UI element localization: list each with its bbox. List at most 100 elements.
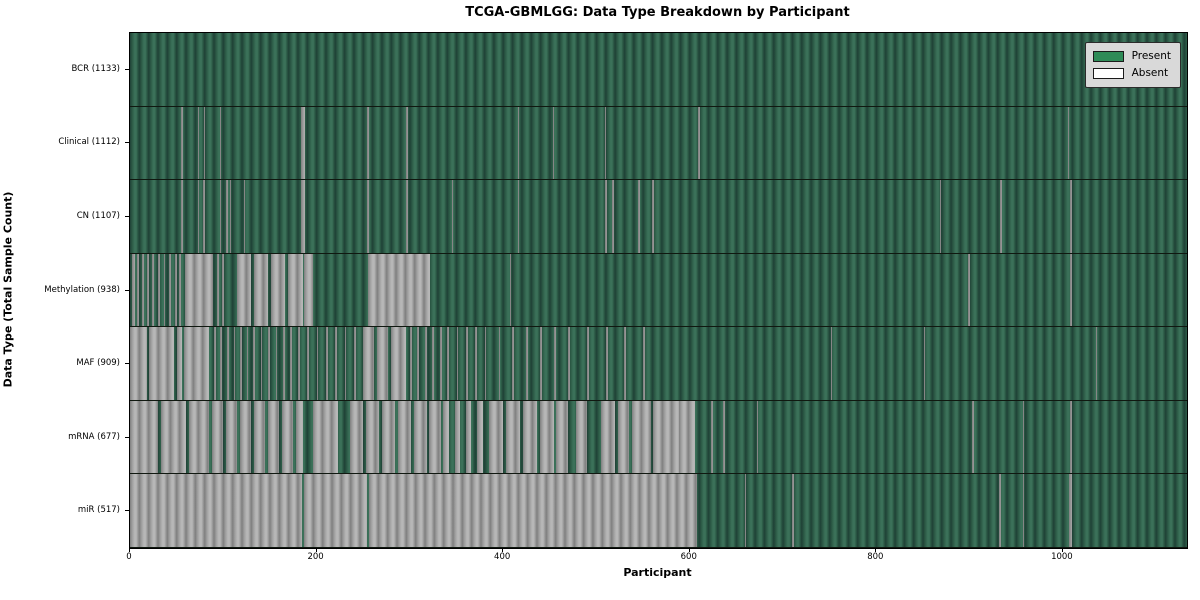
xtick-label-0: 0 [126, 552, 132, 562]
present-swatch [1092, 51, 1124, 62]
absent-block [148, 327, 174, 400]
absent-block [539, 400, 554, 474]
absent-block [220, 327, 223, 400]
absent-block [612, 180, 614, 253]
absent-block [972, 400, 974, 474]
row-miR [130, 474, 1187, 548]
absent-block [679, 400, 696, 474]
absent-block [344, 327, 347, 400]
absent-block [381, 400, 395, 474]
absent-block [447, 327, 450, 400]
absent-block [368, 474, 698, 547]
absent-block [203, 106, 206, 180]
absent-block [587, 327, 589, 400]
absent-block [304, 253, 313, 327]
absent-block [275, 327, 278, 400]
absent-block [391, 327, 407, 400]
absent-block [413, 400, 427, 474]
absent-block [624, 327, 627, 400]
absent-block [443, 400, 450, 474]
absent-block [163, 253, 166, 327]
absent-block [1070, 400, 1072, 474]
absent-block [179, 253, 182, 327]
absent-swatch [1092, 68, 1124, 79]
absent-block [477, 400, 483, 474]
absent-block [1022, 400, 1025, 474]
absent-block [604, 106, 607, 180]
legend: Present Absent [1084, 42, 1181, 88]
absent-block [522, 400, 537, 474]
absent-block [1095, 327, 1097, 400]
absent-block [454, 400, 461, 474]
ytick-label-MAF: MAF (909) [76, 358, 120, 369]
absent-block [397, 400, 411, 474]
absent-block [353, 327, 356, 400]
absent-block [146, 253, 149, 327]
absent-block [575, 400, 588, 474]
ytick-label-Clinical: Clinical (1112) [58, 137, 120, 148]
absent-block [540, 327, 543, 400]
xtick-mark [129, 548, 130, 552]
xtick-mark [502, 548, 504, 552]
absent-block [1067, 106, 1069, 180]
absent-block [198, 180, 200, 253]
row-BCR [130, 33, 1187, 107]
absent-block [297, 327, 300, 400]
absent-block [300, 106, 306, 180]
absent-block [638, 180, 640, 253]
absent-block [219, 106, 221, 180]
absent-block [270, 253, 285, 327]
absent-block [296, 400, 303, 474]
absent-block [509, 253, 512, 327]
absent-block [366, 400, 380, 474]
ytick-label-CN: CN (1107) [76, 210, 120, 221]
absent-block [556, 400, 569, 474]
absent-block [303, 474, 368, 547]
row-Clinical [130, 106, 1187, 181]
absent-block [237, 253, 252, 327]
absent-block [287, 253, 303, 327]
absent-block [219, 180, 221, 253]
absent-block [240, 400, 252, 474]
absent-block [227, 327, 229, 400]
xtick-mark [875, 548, 877, 552]
absent-block [130, 474, 303, 547]
absent-block [475, 327, 478, 400]
absent-block [744, 474, 747, 547]
absent-block [451, 180, 454, 253]
absent-block [518, 106, 520, 180]
absent-block [142, 253, 144, 327]
absent-block [226, 180, 228, 253]
absent-block [202, 180, 205, 253]
ytick-label-Methylation: Methylation (938) [44, 284, 120, 295]
ytick-label-mRNA: mRNA (677) [68, 431, 120, 442]
absent-block [756, 400, 759, 474]
absent-block [254, 253, 269, 327]
absent-block [406, 180, 408, 253]
ytick-mark [125, 68, 129, 70]
absent-block [300, 180, 306, 253]
absent-block [1000, 180, 1002, 253]
ytick-mark [125, 363, 129, 365]
absent-block [601, 400, 616, 474]
absent-block [484, 327, 487, 400]
absent-block [830, 327, 832, 400]
absent-block [253, 327, 255, 400]
xtick-label-400: 400 [494, 552, 511, 562]
absent-block [246, 327, 249, 400]
absent-block [152, 253, 155, 327]
absent-block [366, 180, 369, 253]
absent-block [518, 180, 520, 253]
absent-block [377, 327, 389, 400]
absent-block [617, 400, 630, 474]
absent-block [229, 180, 232, 253]
absent-block [367, 253, 431, 327]
absent-block [429, 400, 441, 474]
row-Methylation [130, 253, 1187, 328]
absent-block [243, 180, 246, 253]
absent-block [465, 400, 472, 474]
absent-block [792, 474, 794, 547]
absent-block [181, 106, 184, 180]
absent-block [505, 400, 520, 474]
